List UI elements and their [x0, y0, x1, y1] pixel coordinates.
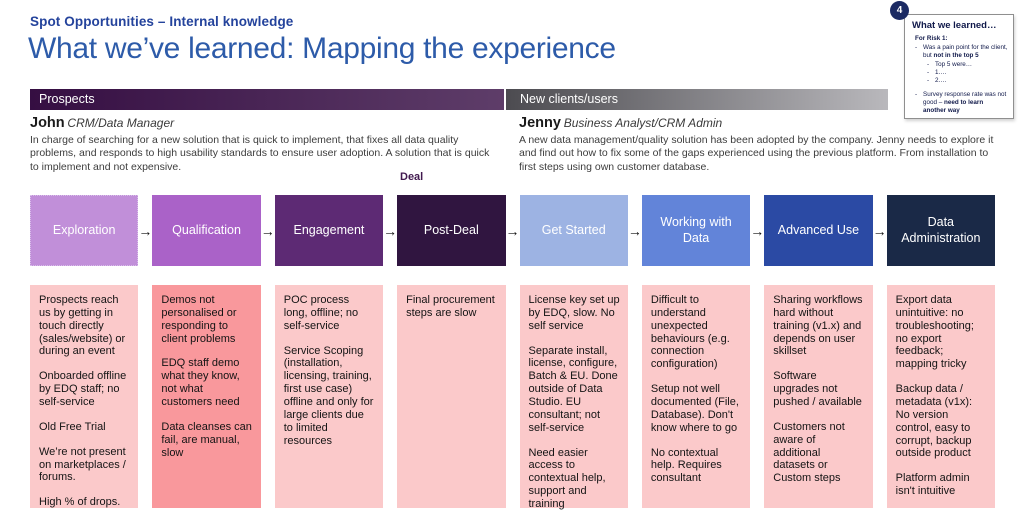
- dash-bullet: -: [927, 68, 930, 76]
- arrow-right-icon: →: [750, 222, 765, 239]
- stage-advanced-use: Advanced Use: [764, 195, 873, 266]
- findings-card-working-with-data: Difficult to understand unexpected behav…: [641, 285, 751, 508]
- journey-stages-row: Exploration → Qualification → Engagement…: [30, 195, 995, 266]
- note-sub-bullet: - 2….: [927, 76, 947, 84]
- note-body: For Risk 1: - Was a pain point for the c…: [912, 35, 1008, 116]
- stage-engagement: Engagement: [274, 195, 384, 266]
- persona-role: CRM/Data Manager: [67, 116, 175, 130]
- arrow-right-icon: →: [383, 222, 398, 239]
- note-number-badge: 4: [890, 1, 909, 20]
- stage-post-deal: Post-Deal: [397, 195, 506, 266]
- stage-exploration: Exploration: [30, 195, 139, 266]
- dash-bullet: -: [915, 91, 918, 99]
- findings-card-post-deal: Final procurement steps are slow: [397, 285, 506, 508]
- new-clients-phase-bar: New clients/users: [506, 89, 888, 110]
- persona-role: Business Analyst/CRM Admin: [563, 116, 723, 130]
- persona-john: John CRM/Data Manager In charge of searc…: [30, 115, 496, 174]
- dash-bullet: -: [915, 44, 918, 52]
- persona-jenny: Jenny Business Analyst/CRM Admin A new d…: [519, 115, 997, 174]
- persona-name: John: [30, 115, 65, 131]
- note-sub-bullet: - Top 5 were…: [927, 60, 973, 68]
- deal-label: Deal: [400, 171, 424, 183]
- note-bullet: - Was a pain point for the client, but n…: [915, 44, 1008, 60]
- persona-name: Jenny: [519, 115, 561, 131]
- stage-working-with-data: Working with Data: [641, 195, 751, 266]
- dash-bullet: -: [927, 60, 930, 68]
- prospects-bar-label: Prospects: [39, 92, 95, 106]
- findings-card-advanced-use: Sharing workflows hard without training …: [764, 285, 873, 508]
- findings-cards-row: Prospects reach us by getting in touch d…: [30, 285, 995, 510]
- new-clients-bar-label: New clients/users: [520, 92, 618, 106]
- findings-card-get-started: License key set up by EDQ, slow. No self…: [519, 285, 628, 510]
- note-bullet: - Survey response rate was not good – ne…: [915, 91, 1007, 115]
- note-sub-bullet: - 1….: [927, 68, 947, 76]
- persona-description: In charge of searching for a new solutio…: [30, 134, 490, 173]
- findings-card-data-administration: Export data unintuitive: no troubleshoot…: [886, 285, 995, 508]
- dash-bullet: -: [927, 76, 930, 84]
- note-title: What we learned…: [912, 20, 997, 31]
- page-title: What we’ve learned: Mapping the experien…: [28, 32, 616, 65]
- stage-get-started: Get Started: [519, 195, 628, 266]
- findings-card-engagement: POC process long, offline; no self-servi…: [274, 285, 384, 508]
- persona-description: A new data management/quality solution h…: [519, 134, 994, 173]
- what-we-learned-note: What we learned… For Risk 1: - Was a pai…: [904, 14, 1014, 119]
- findings-card-exploration: Prospects reach us by getting in touch d…: [30, 285, 139, 508]
- prospects-phase-bar: Prospects: [30, 89, 504, 110]
- arrow-right-icon: →: [627, 222, 642, 239]
- note-risk-label: For Risk 1:: [915, 35, 948, 42]
- arrow-right-icon: →: [260, 222, 275, 239]
- arrow-right-icon: →: [505, 222, 520, 239]
- stage-data-administration: Data Administration: [886, 195, 995, 266]
- stage-qualification: Qualification: [152, 195, 261, 266]
- arrow-right-icon: →: [872, 222, 887, 239]
- arrow-right-icon: →: [138, 222, 153, 239]
- slide-eyebrow: Spot Opportunities – Internal knowledge: [30, 14, 294, 29]
- findings-card-qualification: Demos not personalised or responding to …: [152, 285, 261, 508]
